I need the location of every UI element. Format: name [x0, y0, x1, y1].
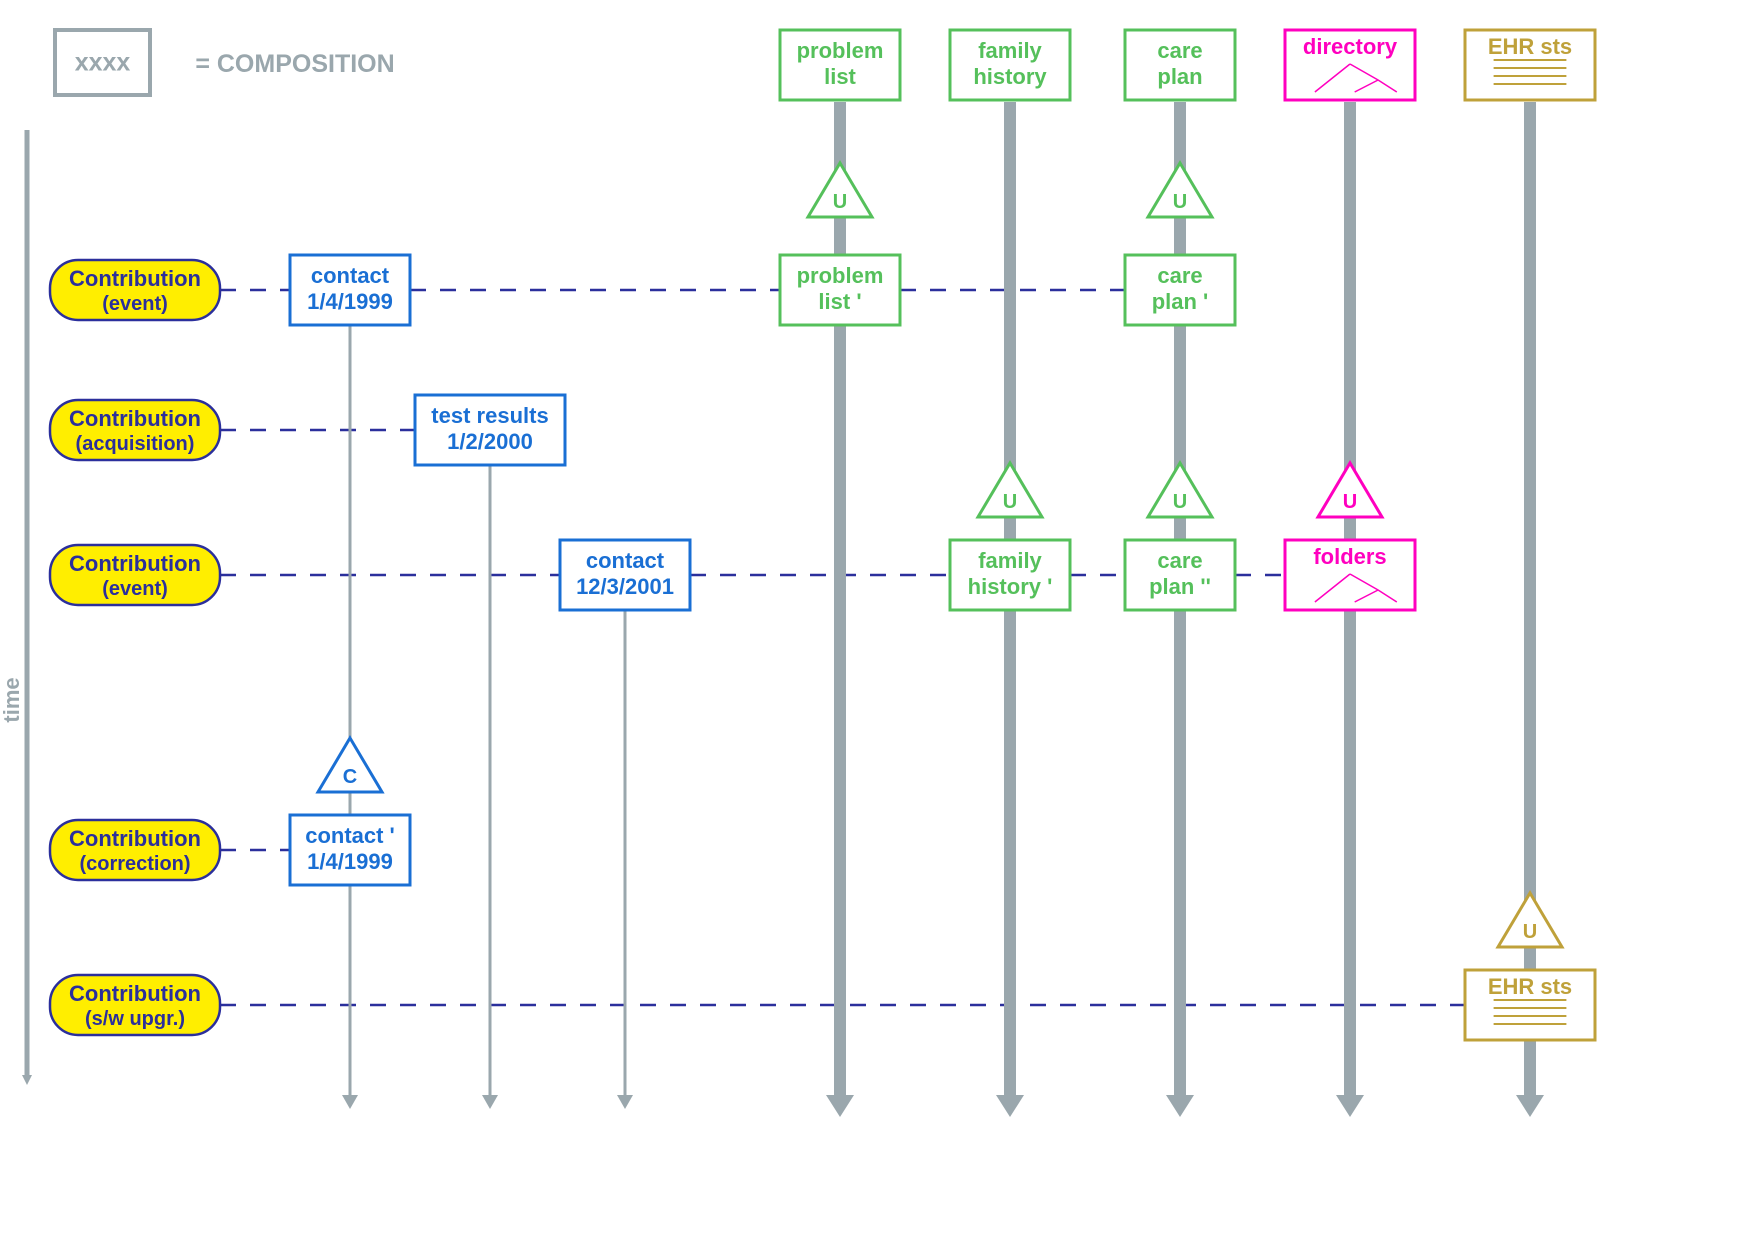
box-text-contact2-0: contact: [586, 548, 665, 573]
lane-arrowhead-c3: [617, 1095, 633, 1109]
triangle-label-t_ehr_u1: U: [1523, 921, 1537, 943]
box-text-pl_top-0: problem: [797, 38, 884, 63]
pill-sub-p1: (event): [102, 293, 168, 315]
box-text-contact1b-0: contact ': [305, 823, 395, 848]
pill-sub-p4: (correction): [79, 853, 190, 875]
lane-arrowhead-pl: [826, 1095, 854, 1117]
triangle-label-t_dir_u1: U: [1343, 491, 1357, 513]
box-text-cp_top-1: plan: [1157, 64, 1202, 89]
box-text-contact1b-1: 1/4/1999: [307, 849, 393, 874]
diagram-root: xxxx= COMPOSITIONtimeContribution(event)…: [0, 0, 1744, 1259]
pill-sub-p2: (acquisition): [76, 433, 195, 455]
box-text-contact1-1: 1/4/1999: [307, 289, 393, 314]
lane-arrowhead-dir: [1336, 1095, 1364, 1117]
triangle-label-t_pl_u1: U: [833, 191, 847, 213]
box-text-ehr_top-0: EHR sts: [1488, 34, 1572, 59]
box-text-ehr_v1-0: EHR sts: [1488, 974, 1572, 999]
box-text-pl_top-1: list: [824, 64, 856, 89]
box-text-cp_v2-0: care: [1157, 548, 1202, 573]
pill-title-p4: Contribution: [69, 826, 201, 851]
triangle-label-t_fh_u1: U: [1003, 491, 1017, 513]
triangle-label-t_cp_u2: U: [1173, 491, 1187, 513]
pill-title-p5: Contribution: [69, 981, 201, 1006]
box-text-contact2-1: 12/3/2001: [576, 574, 674, 599]
pill-title-p3: Contribution: [69, 551, 201, 576]
box-text-fh_top-0: family: [978, 38, 1042, 63]
lane-arrowhead-fh: [996, 1095, 1024, 1117]
pill-sub-p3: (event): [102, 578, 168, 600]
pill-title-p1: Contribution: [69, 266, 201, 291]
lane-arrowhead-ehr: [1516, 1095, 1544, 1117]
box-text-cp_v1-1: plan ': [1152, 289, 1209, 314]
legend-xxxx: xxxx: [75, 49, 131, 77]
box-text-pl_v1-0: problem: [797, 263, 884, 288]
triangle-label-t_cp_u1: U: [1173, 191, 1187, 213]
time-label: time: [0, 677, 24, 722]
lane-arrowhead-c1: [342, 1095, 358, 1109]
pill-title-p2: Contribution: [69, 406, 201, 431]
legend-label: = COMPOSITION: [195, 50, 394, 78]
box-text-pl_v1-1: list ': [818, 289, 861, 314]
pill-sub-p5: (s/w upgr.): [85, 1008, 185, 1030]
lane-arrowhead-c2: [482, 1095, 498, 1109]
lane-arrowhead-cp: [1166, 1095, 1194, 1117]
box-text-cp_v2-1: plan '': [1149, 574, 1211, 599]
triangle-label-t_c1_c: C: [343, 766, 357, 788]
box-text-cp_top-0: care: [1157, 38, 1202, 63]
box-text-contact1-0: contact: [311, 263, 390, 288]
box-text-dir_v1-0: folders: [1313, 544, 1386, 569]
box-text-fh_v1-0: family: [978, 548, 1042, 573]
box-text-dir_top-0: directory: [1303, 34, 1398, 59]
box-text-testres-1: 1/2/2000: [447, 429, 533, 454]
box-text-cp_v1-0: care: [1157, 263, 1202, 288]
box-text-fh_top-1: history: [973, 64, 1047, 89]
box-text-fh_v1-1: history ': [968, 574, 1053, 599]
box-text-testres-0: test results: [431, 403, 548, 428]
